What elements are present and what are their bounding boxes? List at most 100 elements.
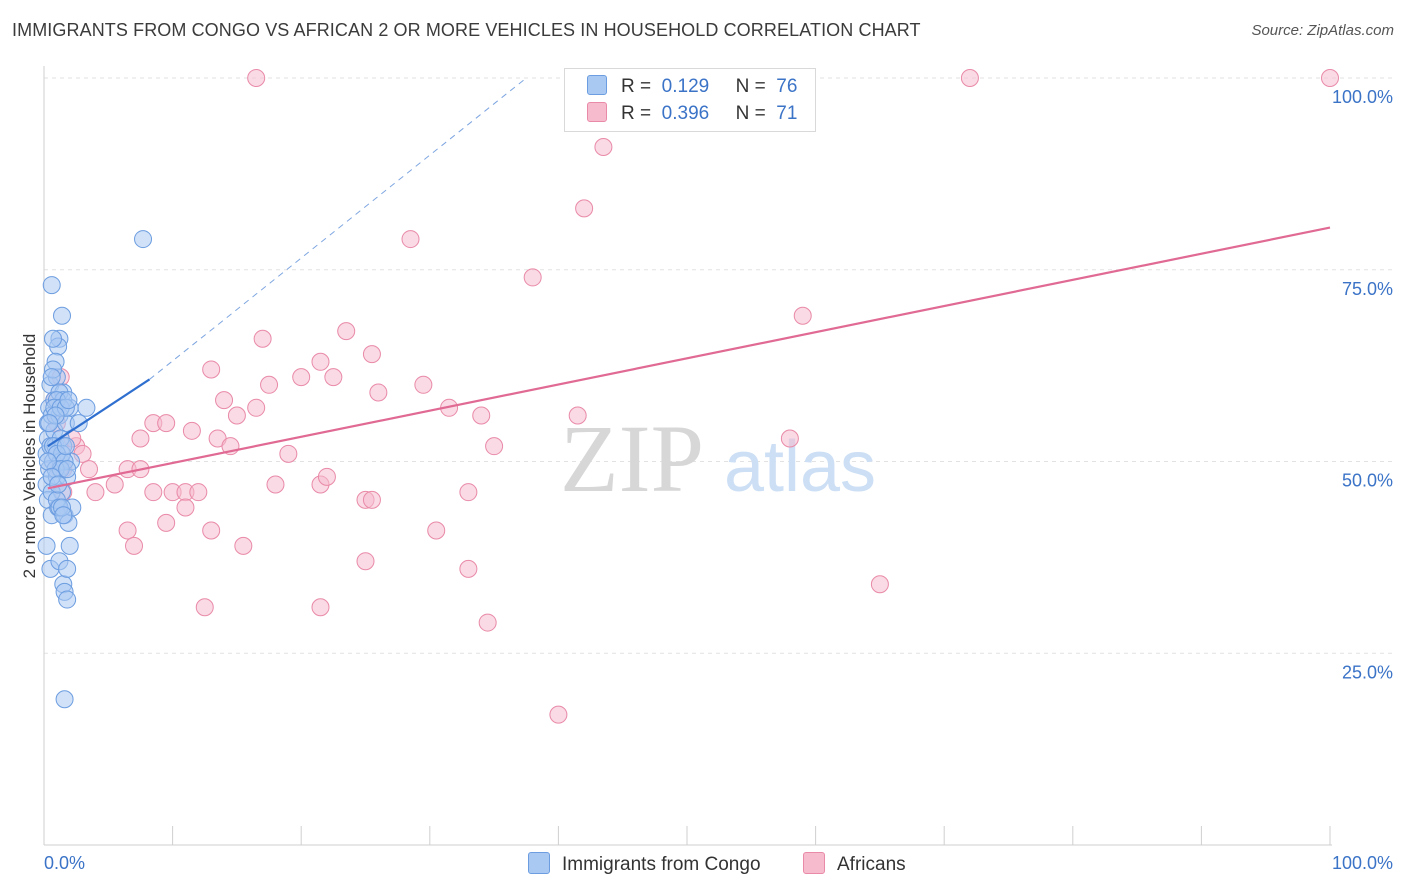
congo-point (44, 329, 63, 348)
chart-title: IMMIGRANTS FROM CONGO VS AFRICAN 2 OR MO… (12, 20, 921, 40)
legend-swatch-africans (587, 102, 607, 122)
africans-point (182, 421, 201, 440)
congo-point (55, 690, 74, 709)
africans-point (176, 498, 195, 517)
africans-point (317, 467, 336, 486)
africans-point (523, 268, 542, 287)
source-label: Source: ZipAtlas.com (1251, 22, 1394, 39)
bottom-legend-label: Immigrants from Congo (562, 854, 761, 875)
africans-point (157, 513, 176, 532)
legend-row-congo: R = 0.129 N = 76 (587, 75, 797, 99)
africans-point (202, 521, 221, 540)
congo-points (37, 230, 153, 709)
y-tick-label: 100.0% (1332, 87, 1393, 107)
africans-point (356, 552, 375, 571)
congo-point (59, 391, 78, 410)
congo-point (60, 536, 79, 555)
africans-point (253, 329, 272, 348)
legend-swatch-congo (587, 75, 607, 95)
congo-point (56, 437, 75, 456)
x-tick-label: 100.0% (1332, 853, 1393, 873)
legend-r-value: 0.129 (661, 76, 710, 97)
congo-point (54, 506, 73, 525)
grid-layer (44, 77, 1392, 654)
africans-point (195, 598, 214, 617)
africans-point (427, 521, 446, 540)
africans-point (279, 444, 298, 463)
bottom-legend-africans: Africans (803, 852, 906, 876)
bottom-legend-congo: Immigrants from Congo (528, 852, 761, 876)
africans-point (311, 352, 330, 371)
africans-point (369, 383, 388, 402)
africans-point (189, 483, 208, 502)
africans-point (549, 705, 568, 724)
bottom-swatch-africans (803, 852, 825, 874)
stats-legend: R = 0.129 N = 76 R = 0.396 N = 71 (564, 68, 816, 132)
africans-point (780, 429, 799, 448)
watermark: ZIP atlas (560, 405, 876, 512)
africans-point (118, 521, 137, 540)
africans-point (215, 391, 234, 410)
africans-point (459, 483, 478, 502)
africans-point (324, 368, 343, 387)
congo-point (42, 368, 61, 387)
africans-point (227, 406, 246, 425)
congo-trend-extension (149, 77, 527, 380)
africans-point (266, 475, 285, 494)
africans-points (45, 69, 1339, 724)
trend-lines (47, 77, 1331, 490)
legend-n-value: 76 (776, 76, 798, 97)
bottom-swatch-congo (528, 852, 550, 874)
africans-point (105, 475, 124, 494)
congo-point (38, 452, 57, 471)
legend-n-label: N = (735, 103, 766, 124)
congo-point (134, 230, 153, 249)
africans-point (247, 69, 266, 87)
africans-point (594, 138, 613, 157)
africans-point (362, 490, 381, 509)
africans-point (157, 414, 176, 433)
congo-point (40, 414, 59, 433)
africans-point (401, 230, 420, 249)
tick-labels: 25.0% 50.0% 75.0% 100.0% 0.0% 100.0% (44, 87, 1393, 873)
africans-point (568, 406, 587, 425)
congo-point (37, 536, 56, 555)
legend-r-label: R = (621, 103, 652, 124)
africans-point (247, 398, 266, 417)
legend-r-label: R = (621, 76, 652, 97)
africans-point (575, 199, 594, 218)
africans-point (202, 360, 221, 379)
congo-point (53, 306, 72, 325)
africans-point (472, 406, 491, 425)
africans-point (793, 306, 812, 325)
africans-point (414, 375, 433, 394)
y-tick-label: 50.0% (1342, 471, 1393, 491)
congo-point (58, 460, 77, 479)
africans-point (80, 460, 99, 479)
congo-point (58, 590, 77, 609)
africans-point (1321, 69, 1339, 87)
legend-n-value: 71 (776, 103, 798, 124)
africans-point (144, 483, 163, 502)
y-tick-label: 75.0% (1342, 279, 1393, 299)
africans-point (960, 69, 979, 87)
watermark-zip: ZIP (560, 405, 704, 512)
africans-point (870, 575, 889, 594)
africans-point (337, 322, 356, 341)
congo-trend-line (47, 378, 151, 448)
africans-point (131, 429, 150, 448)
africans-point (459, 559, 478, 578)
africans-point (362, 345, 381, 364)
congo-point (42, 276, 61, 295)
watermark-atlas: atlas (724, 427, 876, 507)
africans-point (311, 598, 330, 617)
africans-point (260, 375, 279, 394)
africans-point (292, 368, 311, 387)
legend-r-value: 0.396 (661, 103, 710, 124)
africans-point (86, 483, 105, 502)
bottom-legend-label: Africans (837, 854, 906, 875)
africans-point (485, 437, 504, 456)
congo-point (77, 398, 96, 417)
y-tick-label: 25.0% (1342, 662, 1393, 682)
